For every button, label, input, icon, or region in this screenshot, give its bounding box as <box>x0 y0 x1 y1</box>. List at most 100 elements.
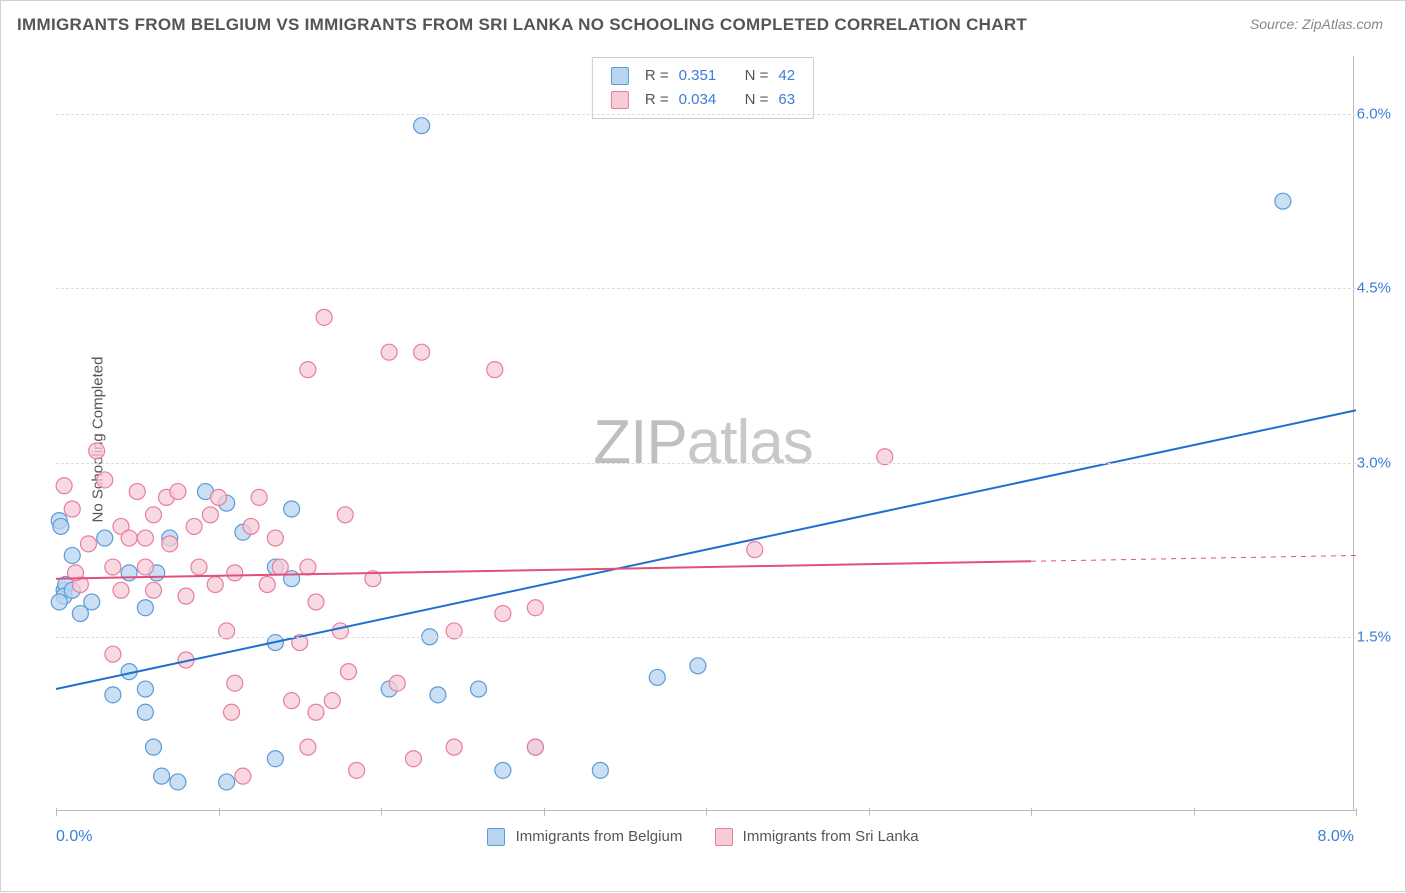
data-point <box>113 582 129 598</box>
data-point <box>162 536 178 552</box>
data-point <box>243 518 259 534</box>
data-point <box>527 600 543 616</box>
data-point <box>56 478 72 494</box>
data-point <box>64 501 80 517</box>
swatch-belgium <box>611 67 629 85</box>
correlation-legend: R = 0.351 N = 42 R = 0.034 N = 63 <box>592 57 814 119</box>
data-point <box>178 588 194 604</box>
data-point <box>747 542 763 558</box>
data-point <box>186 518 202 534</box>
data-point <box>129 484 145 500</box>
data-point <box>219 774 235 790</box>
data-point <box>414 344 430 360</box>
x-tick <box>869 808 870 816</box>
swatch-srilanka <box>611 91 629 109</box>
data-point <box>308 704 324 720</box>
trend-line <box>56 410 1356 689</box>
data-point <box>690 658 706 674</box>
data-point <box>649 669 665 685</box>
data-point <box>207 577 223 593</box>
swatch-belgium-bottom <box>487 828 505 846</box>
data-point <box>227 565 243 581</box>
data-point <box>137 600 153 616</box>
data-point <box>64 547 80 563</box>
data-point <box>105 646 121 662</box>
data-point <box>51 594 67 610</box>
data-point <box>97 530 113 546</box>
r-value-srilanka: 0.034 <box>679 88 729 112</box>
gridline <box>56 114 1356 115</box>
x-tick <box>381 808 382 816</box>
n-label: N = <box>745 88 769 112</box>
swatch-srilanka-bottom <box>715 828 733 846</box>
gridline <box>56 463 1356 464</box>
plot-svg <box>1 1 1406 893</box>
bottom-legend: Immigrants from Belgium Immigrants from … <box>1 828 1405 846</box>
data-point <box>414 118 430 134</box>
data-point <box>170 774 186 790</box>
data-point <box>137 559 153 575</box>
data-point <box>341 664 357 680</box>
data-point <box>389 675 405 691</box>
data-point <box>211 489 227 505</box>
legend-row-belgium: R = 0.351 N = 42 <box>611 64 795 88</box>
gridline <box>56 637 1356 638</box>
trend-line-layer <box>56 410 1356 689</box>
data-point <box>137 681 153 697</box>
x-axis-origin-label: 0.0% <box>56 828 92 846</box>
n-value-srilanka: 63 <box>778 88 795 112</box>
scatter-layer <box>51 118 1291 790</box>
r-label: R = <box>645 64 669 88</box>
x-tick <box>1194 808 1195 816</box>
data-point <box>324 693 340 709</box>
y-tick-label: 6.0% <box>1357 106 1391 123</box>
data-point <box>284 693 300 709</box>
x-tick <box>544 808 545 816</box>
x-tick <box>1031 808 1032 816</box>
y-tick-label: 3.0% <box>1357 454 1391 471</box>
data-point <box>381 344 397 360</box>
data-point <box>137 704 153 720</box>
data-point <box>267 530 283 546</box>
r-label: R = <box>645 88 669 112</box>
data-point <box>235 768 251 784</box>
data-point <box>300 362 316 378</box>
data-point <box>146 582 162 598</box>
gridline <box>56 288 1356 289</box>
legend-label-belgium: Immigrants from Belgium <box>516 828 683 845</box>
data-point <box>272 559 288 575</box>
y-tick-label: 1.5% <box>1357 628 1391 645</box>
x-tick <box>56 808 57 816</box>
data-point <box>81 536 97 552</box>
data-point <box>251 489 267 505</box>
data-point <box>191 559 207 575</box>
data-point <box>267 751 283 767</box>
data-point <box>406 751 422 767</box>
trend-line-extrapolation <box>1031 555 1356 561</box>
data-point <box>97 472 113 488</box>
data-point <box>121 530 137 546</box>
x-tick <box>1356 808 1357 816</box>
data-point <box>224 704 240 720</box>
data-point <box>337 507 353 523</box>
data-point <box>105 687 121 703</box>
data-point <box>105 559 121 575</box>
data-point <box>349 762 365 778</box>
legend-row-srilanka: R = 0.034 N = 63 <box>611 88 795 112</box>
data-point <box>300 559 316 575</box>
r-value-belgium: 0.351 <box>679 64 729 88</box>
x-tick <box>706 808 707 816</box>
data-point <box>202 507 218 523</box>
data-point <box>471 681 487 697</box>
x-tick <box>219 808 220 816</box>
data-point <box>170 484 186 500</box>
legend-item-srilanka: Immigrants from Sri Lanka <box>715 828 919 846</box>
data-point <box>259 577 275 593</box>
data-point <box>137 530 153 546</box>
n-label: N = <box>745 64 769 88</box>
y-tick-label: 4.5% <box>1357 280 1391 297</box>
chart-container: { "title": "IMMIGRANTS FROM BELGIUM VS I… <box>0 0 1406 892</box>
data-point <box>527 739 543 755</box>
data-point <box>146 739 162 755</box>
data-point <box>89 443 105 459</box>
